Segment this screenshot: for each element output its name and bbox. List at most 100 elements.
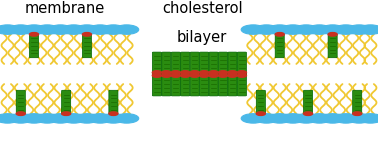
Circle shape (334, 25, 358, 34)
Circle shape (328, 33, 337, 36)
FancyBboxPatch shape (218, 52, 228, 76)
Circle shape (209, 74, 218, 77)
Circle shape (35, 25, 59, 34)
Circle shape (307, 25, 332, 34)
Circle shape (353, 112, 362, 115)
FancyBboxPatch shape (162, 72, 171, 96)
Circle shape (0, 114, 20, 123)
FancyBboxPatch shape (190, 52, 199, 76)
Circle shape (237, 74, 246, 77)
Circle shape (22, 25, 46, 34)
Circle shape (347, 25, 371, 34)
FancyBboxPatch shape (275, 34, 284, 58)
Circle shape (304, 112, 313, 115)
Circle shape (62, 25, 86, 34)
Circle shape (358, 114, 378, 123)
FancyBboxPatch shape (228, 52, 237, 76)
Circle shape (22, 114, 46, 123)
FancyBboxPatch shape (237, 52, 246, 76)
Circle shape (268, 25, 292, 34)
FancyBboxPatch shape (304, 90, 313, 114)
Circle shape (35, 114, 59, 123)
Circle shape (181, 71, 190, 74)
Circle shape (200, 71, 209, 74)
FancyBboxPatch shape (152, 52, 161, 76)
Circle shape (218, 71, 228, 74)
Text: cholesterol: cholesterol (162, 1, 243, 16)
Circle shape (307, 114, 332, 123)
Circle shape (115, 25, 139, 34)
Circle shape (9, 114, 33, 123)
Circle shape (241, 25, 265, 34)
Circle shape (254, 114, 279, 123)
Circle shape (281, 114, 305, 123)
Circle shape (256, 112, 265, 115)
Circle shape (209, 71, 218, 74)
Circle shape (152, 71, 161, 74)
FancyBboxPatch shape (218, 72, 228, 96)
Circle shape (334, 114, 358, 123)
Circle shape (101, 25, 125, 34)
Circle shape (218, 74, 228, 77)
Circle shape (241, 114, 265, 123)
Circle shape (321, 114, 345, 123)
Circle shape (347, 114, 371, 123)
FancyBboxPatch shape (200, 52, 209, 76)
Circle shape (294, 114, 318, 123)
Circle shape (321, 25, 345, 34)
FancyBboxPatch shape (171, 52, 180, 76)
Circle shape (109, 112, 118, 115)
Circle shape (62, 112, 71, 115)
FancyBboxPatch shape (162, 52, 171, 76)
Circle shape (152, 74, 161, 77)
FancyBboxPatch shape (62, 90, 71, 114)
Circle shape (162, 74, 171, 77)
Circle shape (358, 25, 378, 34)
FancyBboxPatch shape (328, 34, 337, 58)
FancyBboxPatch shape (181, 52, 190, 76)
Circle shape (75, 25, 99, 34)
FancyBboxPatch shape (200, 72, 209, 96)
Circle shape (29, 33, 39, 36)
Text: membrane: membrane (24, 1, 104, 16)
Circle shape (62, 114, 86, 123)
FancyBboxPatch shape (209, 72, 218, 96)
Circle shape (101, 114, 125, 123)
Circle shape (171, 71, 180, 74)
FancyBboxPatch shape (228, 72, 237, 96)
Circle shape (190, 74, 199, 77)
Circle shape (281, 25, 305, 34)
Circle shape (88, 25, 112, 34)
FancyBboxPatch shape (16, 90, 25, 114)
Circle shape (48, 114, 73, 123)
Circle shape (82, 33, 91, 36)
Circle shape (228, 74, 237, 77)
Circle shape (9, 25, 33, 34)
Circle shape (16, 112, 25, 115)
Circle shape (190, 71, 199, 74)
Circle shape (237, 71, 246, 74)
Circle shape (162, 71, 171, 74)
FancyBboxPatch shape (190, 72, 199, 96)
Text: bilayer: bilayer (177, 30, 227, 45)
FancyBboxPatch shape (237, 72, 246, 96)
Circle shape (254, 25, 279, 34)
Circle shape (115, 114, 139, 123)
FancyBboxPatch shape (353, 90, 362, 114)
Circle shape (75, 114, 99, 123)
Circle shape (275, 33, 284, 36)
Circle shape (88, 114, 112, 123)
Circle shape (268, 114, 292, 123)
Circle shape (0, 25, 20, 34)
FancyBboxPatch shape (209, 52, 218, 76)
Circle shape (171, 74, 180, 77)
Circle shape (294, 25, 318, 34)
FancyBboxPatch shape (82, 34, 91, 58)
Circle shape (181, 74, 190, 77)
FancyBboxPatch shape (29, 34, 39, 58)
FancyBboxPatch shape (152, 72, 161, 96)
Circle shape (48, 25, 73, 34)
FancyBboxPatch shape (256, 90, 265, 114)
Circle shape (200, 74, 209, 77)
FancyBboxPatch shape (181, 72, 190, 96)
